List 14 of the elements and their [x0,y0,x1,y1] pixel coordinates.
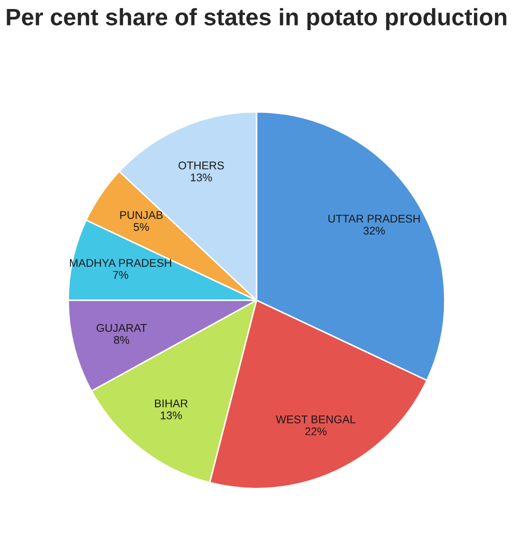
data-label: 8% [114,336,130,344]
slice-label: OTHERS [178,162,224,170]
data-label: 13% [160,411,182,420]
slice-label: UTTAR PRADESH [328,214,420,223]
data-label: 13% [190,173,212,182]
data-label: 7% [113,271,128,279]
chart-title: Per cent share of states in potato production [6,8,506,30]
slice-label: GUJARAT [96,324,147,332]
data-label: 22% [305,427,327,436]
data-label: 32% [363,226,385,235]
slice-label: WEST BENGAL [276,415,356,424]
slice-label: BIHAR [155,400,188,408]
data-label: 5% [134,223,149,231]
slice-label: PUNJAB [120,211,163,219]
